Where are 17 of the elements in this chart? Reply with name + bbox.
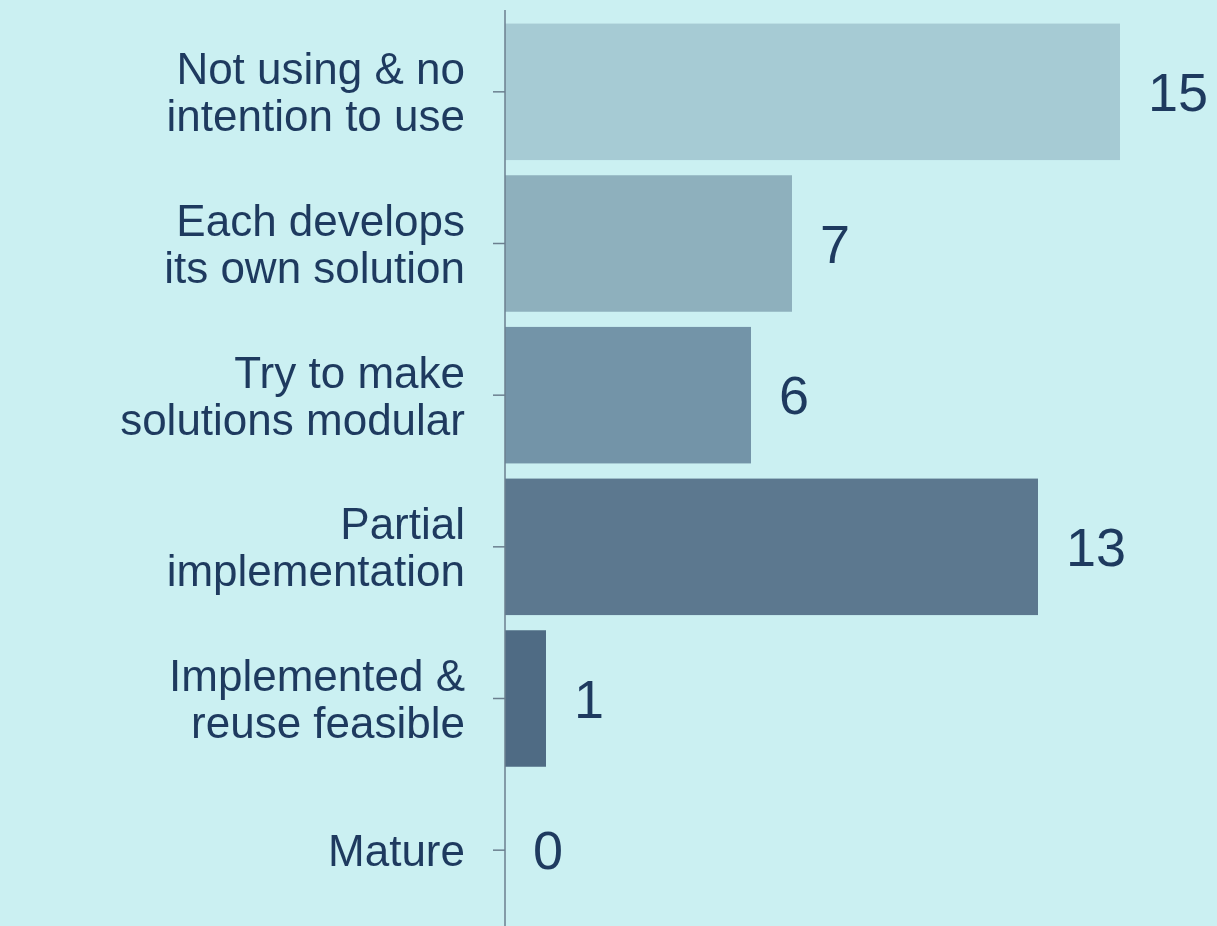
data-label: 1 <box>574 668 605 729</box>
bar <box>505 23 1120 161</box>
data-label: 15 <box>1148 61 1209 122</box>
y-tick-label: Mature <box>328 825 465 875</box>
bar <box>505 478 1038 616</box>
y-tick-label: Implemented & reuse feasible <box>169 650 465 747</box>
data-label: 0 <box>533 820 564 881</box>
data-label: 7 <box>820 213 851 274</box>
y-tick-label: Not using & no intention to use <box>166 43 465 140</box>
y-tick-label: Try to make solutions modular <box>120 347 465 444</box>
bar <box>505 630 546 767</box>
data-label: 6 <box>779 365 810 426</box>
bar <box>505 175 792 312</box>
bar <box>505 326 751 464</box>
data-label: 13 <box>1066 516 1127 577</box>
y-tick-label: Each develops its own solution <box>164 195 465 292</box>
y-tick-label: Partial implementation <box>166 498 465 595</box>
